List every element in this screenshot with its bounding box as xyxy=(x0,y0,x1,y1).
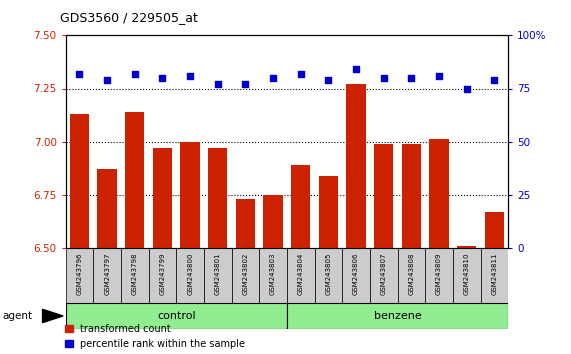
Point xyxy=(241,81,250,87)
Text: GSM243803: GSM243803 xyxy=(270,253,276,295)
Point xyxy=(268,75,278,81)
FancyBboxPatch shape xyxy=(287,303,508,329)
Point xyxy=(130,71,139,76)
FancyBboxPatch shape xyxy=(121,248,148,303)
Text: GSM243808: GSM243808 xyxy=(408,253,415,295)
Text: GDS3560 / 229505_at: GDS3560 / 229505_at xyxy=(60,11,198,24)
Text: benzene: benzene xyxy=(373,311,421,321)
Point xyxy=(379,75,388,81)
Text: GSM243800: GSM243800 xyxy=(187,253,193,295)
Text: GSM243804: GSM243804 xyxy=(297,253,304,295)
Text: GSM243810: GSM243810 xyxy=(464,253,470,295)
Bar xyxy=(319,176,338,248)
Bar xyxy=(347,84,366,248)
Bar xyxy=(263,195,283,248)
FancyBboxPatch shape xyxy=(204,248,232,303)
Bar xyxy=(374,144,393,248)
FancyBboxPatch shape xyxy=(176,248,204,303)
Polygon shape xyxy=(43,309,63,322)
Bar xyxy=(457,246,476,248)
Bar xyxy=(70,114,89,248)
FancyBboxPatch shape xyxy=(148,248,176,303)
Text: GSM243811: GSM243811 xyxy=(492,253,497,295)
FancyBboxPatch shape xyxy=(287,248,315,303)
Text: GSM243802: GSM243802 xyxy=(243,253,248,295)
Legend: transformed count, percentile rank within the sample: transformed count, percentile rank withi… xyxy=(65,324,246,349)
Point xyxy=(213,81,222,87)
Text: GSM243798: GSM243798 xyxy=(132,253,138,295)
FancyBboxPatch shape xyxy=(66,248,93,303)
Text: GSM243805: GSM243805 xyxy=(325,253,331,295)
Text: GSM243806: GSM243806 xyxy=(353,253,359,295)
FancyBboxPatch shape xyxy=(453,248,481,303)
FancyBboxPatch shape xyxy=(481,248,508,303)
Bar xyxy=(208,148,227,248)
Bar xyxy=(236,199,255,248)
Bar xyxy=(429,139,449,248)
Point xyxy=(407,75,416,81)
Point xyxy=(435,73,444,79)
FancyBboxPatch shape xyxy=(315,248,342,303)
FancyBboxPatch shape xyxy=(66,303,287,329)
Text: GSM243807: GSM243807 xyxy=(381,253,387,295)
FancyBboxPatch shape xyxy=(397,248,425,303)
Point xyxy=(75,71,84,76)
FancyBboxPatch shape xyxy=(93,248,121,303)
FancyBboxPatch shape xyxy=(370,248,397,303)
Text: control: control xyxy=(157,311,196,321)
Text: GSM243809: GSM243809 xyxy=(436,253,442,295)
Point xyxy=(103,77,112,83)
Point xyxy=(490,77,499,83)
Bar xyxy=(98,169,117,248)
Bar xyxy=(291,165,311,248)
Bar xyxy=(180,142,200,248)
Bar xyxy=(125,112,144,248)
Text: GSM243797: GSM243797 xyxy=(104,253,110,295)
Point xyxy=(296,71,305,76)
Text: agent: agent xyxy=(3,311,33,321)
FancyBboxPatch shape xyxy=(425,248,453,303)
Text: GSM243799: GSM243799 xyxy=(159,253,166,295)
Bar xyxy=(402,144,421,248)
Point xyxy=(352,67,361,72)
Bar xyxy=(153,148,172,248)
FancyBboxPatch shape xyxy=(342,248,370,303)
Bar xyxy=(485,212,504,248)
Point xyxy=(158,75,167,81)
Point xyxy=(186,73,195,79)
FancyBboxPatch shape xyxy=(259,248,287,303)
FancyBboxPatch shape xyxy=(232,248,259,303)
Text: GSM243796: GSM243796 xyxy=(77,253,82,295)
Text: GSM243801: GSM243801 xyxy=(215,253,221,295)
Point xyxy=(324,77,333,83)
Point xyxy=(462,86,471,91)
